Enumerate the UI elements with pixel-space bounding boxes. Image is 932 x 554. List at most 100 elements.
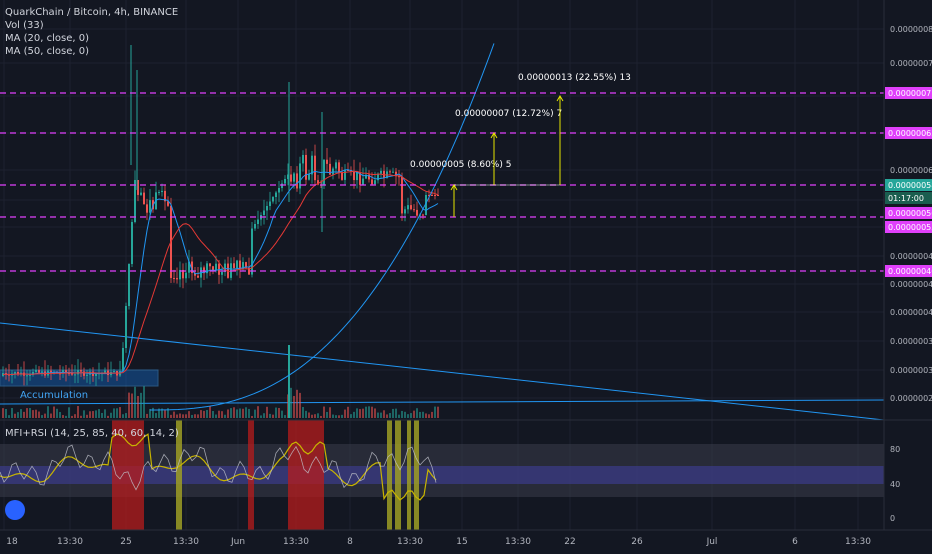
oscillator-legend[interactable]: MFI+RSI (14, 25, 85, 40, 60, 14, 2) — [5, 428, 179, 439]
candle — [221, 271, 223, 275]
candle — [197, 275, 199, 278]
price-pane[interactable]: Accumulation 0.00000005 (8.60%) 5 0.000000… — [0, 43, 885, 421]
indicator-ma50[interactable]: MA (50, close, 0) — [5, 46, 90, 57]
candle — [227, 263, 229, 278]
volume-bar — [101, 412, 103, 418]
candle — [407, 205, 409, 210]
candle — [284, 179, 286, 184]
price-badge — [885, 265, 932, 277]
candle — [278, 188, 280, 193]
volume-bar — [113, 408, 115, 418]
tradingview-logo-icon[interactable] — [5, 500, 25, 520]
volume-bar — [206, 409, 208, 418]
mfi-overbought-zone — [288, 420, 324, 530]
volume-bar — [221, 411, 223, 418]
volume-bar — [191, 414, 193, 418]
volume-bar — [386, 414, 388, 418]
candle — [362, 178, 364, 185]
volume-bar — [44, 413, 46, 418]
target-arrowhead — [490, 132, 498, 139]
volume-bar — [383, 410, 385, 418]
volume-bar — [341, 414, 343, 418]
candle — [137, 180, 139, 195]
volume-bar — [335, 415, 337, 418]
candle — [404, 209, 406, 214]
volume-bar — [197, 414, 199, 418]
candle — [317, 180, 319, 185]
candle — [251, 228, 253, 275]
volume-bar — [320, 415, 322, 418]
price-badge-label: 01:17:00 — [888, 194, 924, 203]
candle — [74, 374, 76, 376]
candle — [335, 162, 337, 169]
volume-bar — [395, 408, 397, 418]
candle — [173, 277, 175, 279]
volume-bar — [11, 408, 13, 418]
volume-bar — [425, 413, 427, 418]
candle — [71, 373, 73, 375]
volume-bar — [47, 406, 49, 418]
volume-bar — [392, 408, 394, 418]
volume-bar — [137, 395, 139, 418]
date-tick-label: 22 — [564, 537, 575, 547]
volume-bar — [218, 410, 220, 418]
candle — [50, 370, 52, 373]
oscillator-pane[interactable] — [0, 420, 884, 530]
candle — [299, 163, 301, 189]
candle — [83, 371, 85, 376]
volume-bar — [230, 408, 232, 418]
volume-bar — [2, 408, 4, 418]
volume-bar — [71, 415, 73, 418]
volume-bar — [203, 410, 205, 418]
volume-bar — [398, 414, 400, 418]
mfi-signal-zone — [395, 420, 401, 530]
volume-bar — [350, 414, 352, 418]
candle — [131, 222, 133, 264]
candle — [371, 179, 373, 185]
volume-bar — [284, 415, 286, 418]
volume-bar — [146, 413, 148, 418]
candle — [359, 172, 361, 185]
volume-bar — [35, 409, 37, 418]
date-tick-label: 26 — [631, 537, 643, 547]
mfi-signal-zone — [387, 420, 392, 530]
volume-bar — [128, 392, 130, 418]
indicator-ma20[interactable]: MA (20, close, 0) — [5, 33, 90, 44]
candle — [113, 371, 115, 373]
volume-bar — [23, 411, 25, 418]
volume-bar — [182, 414, 184, 418]
volume-bar — [269, 413, 271, 418]
mfi-line — [0, 433, 437, 501]
volume-bar — [338, 415, 340, 418]
volume-bar — [365, 406, 367, 418]
price-tick-label: 0.00000036 — [890, 337, 932, 346]
mfi-signal-zone — [176, 420, 182, 530]
candle — [122, 348, 124, 372]
volume-bar — [437, 406, 439, 418]
candle — [26, 375, 28, 377]
indicator-vol[interactable]: Vol (33) — [5, 20, 44, 31]
candle — [296, 173, 298, 189]
volume-bar — [299, 392, 301, 418]
volume-bar — [260, 415, 262, 418]
candle — [368, 174, 370, 180]
volume-bar — [164, 410, 166, 418]
candle — [104, 370, 106, 374]
oscillator-tick-label: 80 — [890, 445, 900, 454]
candle — [374, 180, 376, 185]
volume-bar — [107, 415, 109, 418]
volume-bar — [134, 386, 136, 418]
volume-bar — [254, 409, 256, 418]
candle — [68, 373, 70, 375]
candle — [194, 273, 196, 276]
candle — [179, 269, 181, 280]
date-tick-label: 8 — [347, 537, 353, 547]
date-tick-label: 15 — [456, 537, 467, 547]
candle — [143, 192, 145, 205]
volume-bar — [26, 408, 28, 418]
candle — [8, 374, 10, 376]
volume-bar — [236, 409, 238, 418]
volume-bar — [125, 413, 127, 418]
price-tick-label: 0.00000075 — [890, 59, 932, 68]
